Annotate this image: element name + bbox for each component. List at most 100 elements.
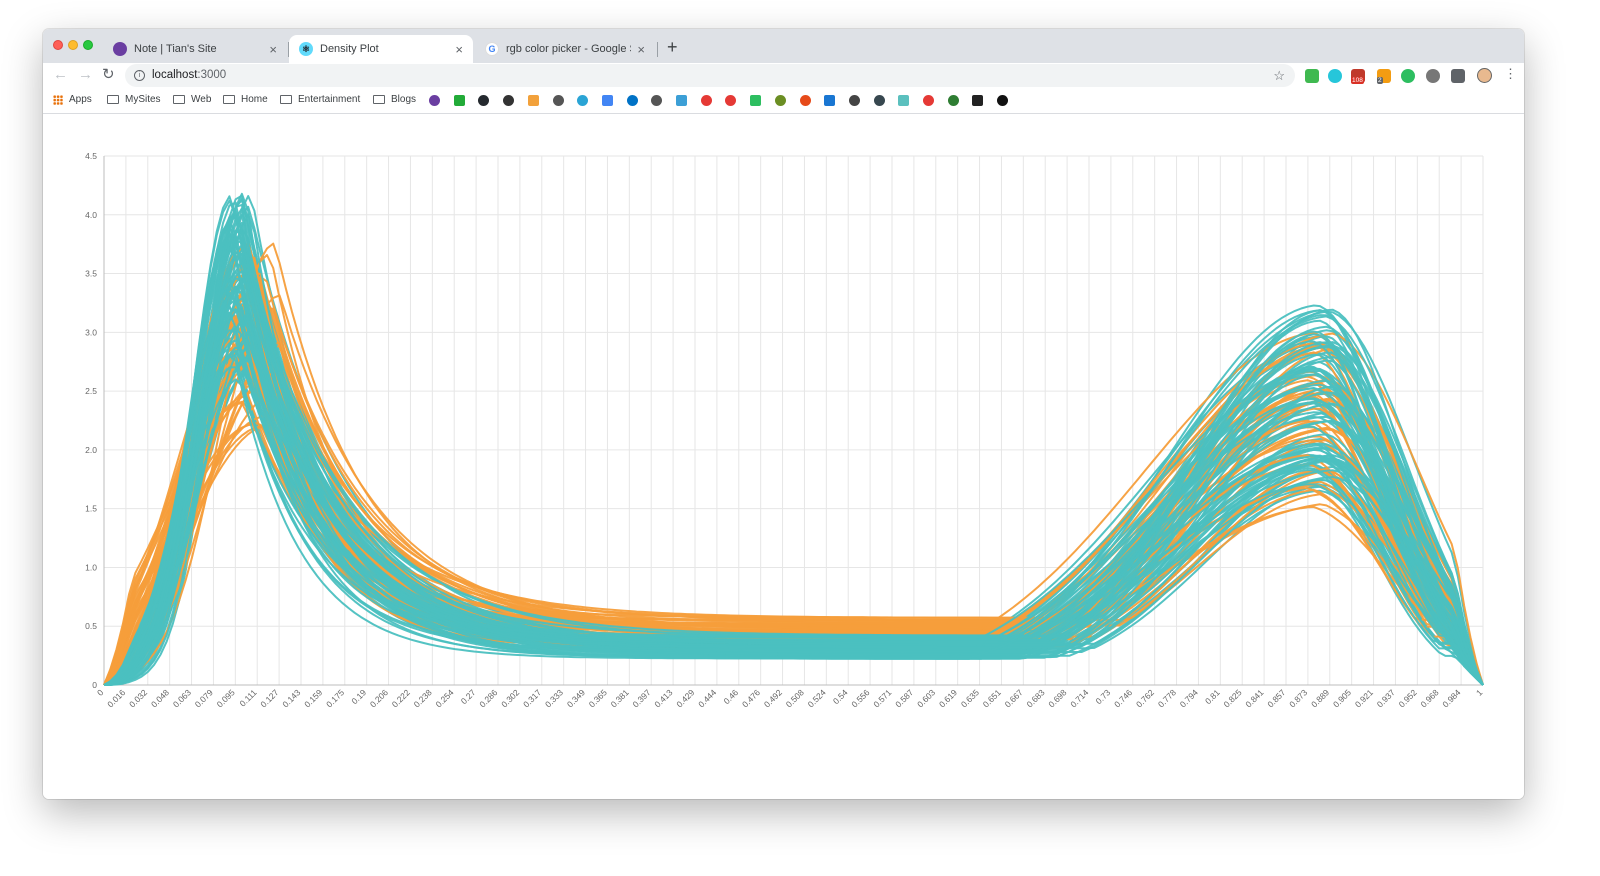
x-tick-label: 0.333 — [543, 687, 565, 709]
bookmark-favicon-icon[interactable] — [453, 95, 465, 106]
react-logo-icon: ⚛ — [299, 42, 313, 56]
x-tick-label: 0.54 — [831, 687, 850, 706]
window-close-button[interactable] — [53, 40, 63, 50]
browser-window: Note | Tian's Site × ⚛ Density Plot × G … — [43, 29, 1524, 799]
y-tick-label: 1.5 — [85, 504, 97, 514]
address-bar[interactable]: i localhost:3000 ☆ — [125, 64, 1295, 87]
bookmark-favicon-icon[interactable] — [873, 95, 885, 106]
window-minimize-button[interactable] — [68, 40, 78, 50]
x-tick-label: 0.984 — [1440, 687, 1462, 709]
bookmark-favicon-icon[interactable] — [626, 95, 638, 106]
bookmark-star-icon[interactable]: ☆ — [1273, 68, 1285, 83]
folder-icon — [223, 95, 235, 104]
new-tab-button[interactable]: + — [667, 37, 678, 57]
density-series-line — [103, 354, 1484, 686]
site-logo-icon — [113, 42, 127, 56]
window-maximize-button[interactable] — [83, 40, 93, 50]
grammarly-extension-icon[interactable] — [1328, 69, 1342, 83]
bookmark-favicon-icon[interactable] — [898, 95, 910, 106]
density-series-line — [103, 287, 1484, 686]
menu-icon[interactable]: ⋮ — [1504, 66, 1517, 81]
rss-extension-icon[interactable]: 2 — [1377, 69, 1391, 84]
bookmark-apps[interactable]: Apps — [53, 94, 92, 105]
folder-icon — [373, 95, 385, 104]
x-tick-label: 0.016 — [105, 687, 127, 709]
extension-badge: 108 — [1351, 77, 1364, 84]
density-series-line — [103, 232, 1484, 686]
profile-avatar[interactable] — [1477, 68, 1492, 83]
shield-extension-icon[interactable] — [1305, 69, 1319, 83]
bookmark-favicon-icon[interactable] — [700, 95, 712, 106]
density-series-line — [103, 346, 1484, 686]
y-tick-label: 3.5 — [85, 269, 97, 279]
tab-google-search[interactable]: G rgb color picker - Google Search × — [475, 35, 655, 63]
bookmark-favicon-icon[interactable] — [478, 95, 490, 106]
x-tick-label: 0.825 — [1222, 687, 1244, 709]
bookmark-favicon-icon[interactable] — [923, 95, 934, 106]
density-series-line — [103, 199, 1484, 686]
bookmark-favicon-icon[interactable] — [601, 95, 613, 106]
bookmarks-bar: Apps MySites Web Home Entertainment Blog… — [43, 89, 1524, 114]
bookmark-favicon-icon[interactable] — [725, 95, 737, 106]
x-tick-label: 1 — [1474, 687, 1485, 698]
x-tick-label: 0.095 — [215, 687, 237, 709]
close-tab-icon[interactable]: × — [637, 41, 645, 57]
puzzle-extension-icon[interactable] — [1451, 69, 1465, 83]
x-tick-label: 0.349 — [565, 687, 587, 709]
bookmark-favicon-icon[interactable] — [552, 95, 564, 106]
bookmark-favicon-icon[interactable] — [503, 95, 515, 106]
bookmark-favicon-icon[interactable] — [651, 95, 663, 106]
code-extension-icon[interactable] — [1426, 69, 1440, 83]
tab-note-tians-site[interactable]: Note | Tian's Site × — [103, 35, 287, 63]
bookmark-favicon-icon[interactable] — [774, 95, 786, 106]
bookmark-favicon-icon[interactable] — [848, 95, 860, 106]
back-button[interactable]: ← — [53, 66, 68, 83]
x-tick-label: 0.73 — [1094, 687, 1113, 706]
bookmark-favicon-icon[interactable] — [997, 95, 1009, 106]
x-tick-label: 0.254 — [434, 687, 456, 709]
x-tick-label: 0.952 — [1397, 687, 1419, 709]
y-tick-label: 0.5 — [85, 621, 97, 631]
close-tab-icon[interactable]: × — [455, 41, 463, 57]
bookmark-favicon-icon[interactable] — [947, 95, 959, 106]
bookmark-blogs[interactable]: Blogs — [373, 94, 416, 105]
bookmark-label: MySites — [125, 94, 161, 105]
bookmark-mysites[interactable]: MySites — [107, 94, 161, 105]
bookmark-home[interactable]: Home — [223, 94, 268, 105]
folder-icon — [107, 95, 119, 104]
tab-strip: Note | Tian's Site × ⚛ Density Plot × G … — [43, 29, 1524, 63]
bookmark-favicon-icon[interactable] — [676, 95, 687, 106]
y-tick-label: 0 — [92, 680, 97, 690]
forward-button[interactable]: → — [78, 66, 93, 83]
site-info-icon[interactable]: i — [134, 70, 145, 81]
reload-button[interactable]: ↻ — [102, 66, 115, 83]
bookmark-web[interactable]: Web — [173, 94, 211, 105]
x-tick-label: 0.81 — [1203, 687, 1222, 706]
x-tick-label: 0.286 — [477, 687, 499, 709]
x-tick-label: 0.524 — [806, 687, 828, 709]
x-tick-label: 0.587 — [893, 687, 915, 709]
folder-icon — [280, 95, 292, 104]
evernote-extension-icon[interactable] — [1401, 69, 1415, 83]
bookmark-favicon-icon[interactable] — [527, 95, 539, 106]
tab-density-plot[interactable]: ⚛ Density Plot × — [289, 35, 473, 63]
calendar-extension-icon[interactable]: 108 — [1351, 69, 1365, 84]
x-tick-label: 0.19 — [349, 687, 368, 706]
density-series-line — [103, 276, 1484, 686]
y-tick-label: 1.0 — [85, 562, 97, 572]
tab-divider — [288, 42, 289, 57]
density-series-line — [103, 297, 1484, 686]
x-tick-label: 0.317 — [521, 687, 543, 709]
bookmark-favicon-icon[interactable] — [577, 95, 589, 106]
close-tab-icon[interactable]: × — [269, 41, 277, 57]
x-tick-label: 0.143 — [280, 687, 302, 709]
bookmark-favicon-icon[interactable] — [750, 95, 762, 106]
bookmark-favicon-icon[interactable] — [799, 95, 811, 106]
x-tick-label: 0.476 — [740, 687, 762, 709]
x-tick-label: 0.46 — [721, 687, 740, 706]
x-tick-label: 0.159 — [302, 687, 324, 709]
bookmark-entertainment[interactable]: Entertainment — [280, 94, 360, 105]
bookmark-favicon-icon[interactable] — [972, 95, 984, 106]
bookmark-favicon-icon[interactable] — [429, 95, 440, 106]
bookmark-favicon-icon[interactable] — [824, 95, 836, 106]
